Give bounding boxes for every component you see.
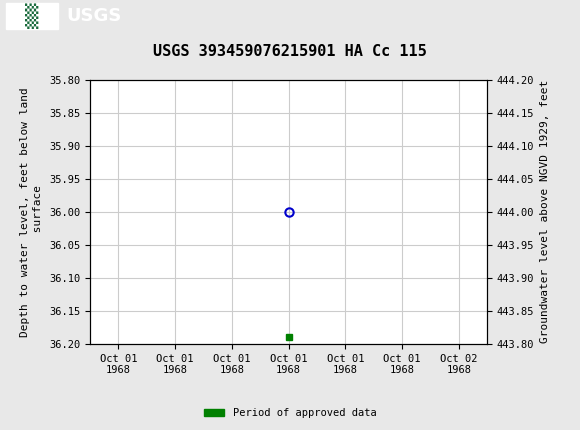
Y-axis label: Depth to water level, feet below land
 surface: Depth to water level, feet below land su…: [20, 87, 44, 337]
Legend: Period of approved data: Period of approved data: [200, 404, 380, 423]
FancyBboxPatch shape: [6, 3, 58, 29]
Text: USGS 393459076215901 HA Cc 115: USGS 393459076215901 HA Cc 115: [153, 44, 427, 59]
Y-axis label: Groundwater level above NGVD 1929, feet: Groundwater level above NGVD 1929, feet: [540, 80, 550, 344]
Text: USGS: USGS: [67, 7, 122, 25]
Text: ▒: ▒: [25, 3, 39, 29]
